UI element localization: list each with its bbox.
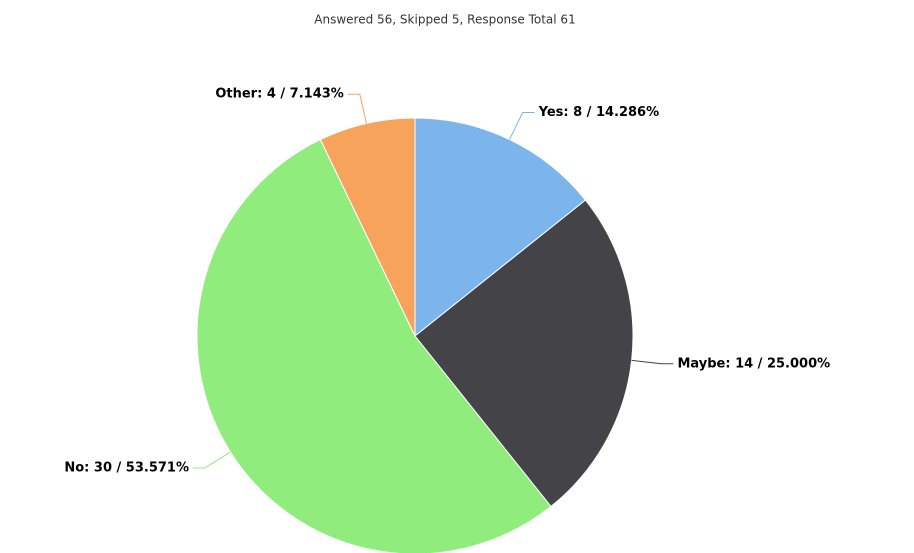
pie-slice: [319, 117, 416, 337]
chart-title: Answered 56, Skipped 5, Response Total 6…: [314, 13, 575, 27]
data-label: Maybe: 14 / 25.000%: [677, 356, 830, 371]
data-label: Yes: 8 / 14.286%: [538, 105, 660, 120]
pie-slice: [414, 117, 587, 338]
data-label: Other: 4 / 7.143%: [215, 87, 343, 102]
leader-line: [631, 359, 674, 365]
leader-line: [509, 112, 535, 140]
leader-line: [347, 93, 367, 124]
data-label: No: 30 / 53.571%: [64, 460, 189, 475]
leader-line: [193, 451, 231, 469]
pie-slice: [414, 199, 634, 508]
